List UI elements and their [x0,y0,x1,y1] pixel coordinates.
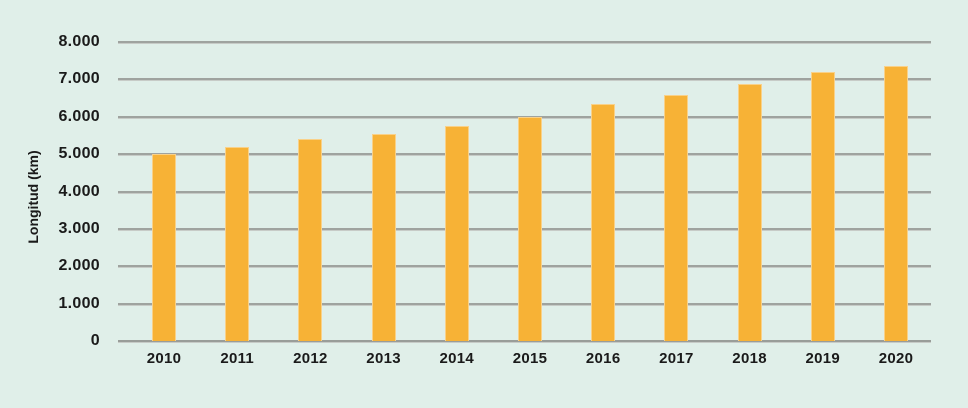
plot-area [118,41,931,342]
x-tick-label: 2019 [805,350,841,367]
bar-2012 [298,139,323,341]
y-tick-label: 5.000 [58,145,100,163]
bar-2014 [444,126,469,341]
bar-2020 [884,66,908,341]
bar-2018 [737,84,762,341]
bar-2013 [371,133,396,341]
y-tick-label: 0 [90,332,100,349]
x-tick-label: 2013 [366,350,401,367]
y-tick-label: 8.000 [58,33,100,50]
x-tick-label: 2012 [293,350,328,367]
y-tick-label: 3.000 [58,219,100,237]
bar-2015 [518,116,542,341]
x-axis-line [118,340,931,342]
bar-2010 [152,154,176,341]
x-tick-label: 2015 [512,350,548,367]
x-axis-tick-labels: 2010 2011 2012 2013 2014 2015 2016 2017 2018 2019… [118,350,931,374]
y-tick-label: 7.000 [58,70,100,88]
y-tick-label: 2.000 [58,257,100,275]
x-tick-label: 2017 [659,350,694,367]
x-tick-label: 2014 [439,350,475,367]
bar-2011 [225,146,250,341]
bar-2019 [810,71,835,341]
x-tick-label: 2011 [220,350,255,367]
x-tick-label: 2020 [878,350,914,367]
gridline [118,41,931,43]
x-tick-label: 2016 [585,350,621,367]
y-tick-label: 4.000 [58,182,100,200]
x-tick-label: 2018 [732,350,767,367]
x-tick-label: 2010 [146,350,182,367]
gridline [118,78,931,81]
y-tick-label: 1.000 [58,294,100,312]
bar-2017 [664,95,689,341]
y-tick-label: 6.000 [58,107,100,125]
y-axis-tick-labels: 0 1.000 2.000 3.000 4.000 5.000 6.000 7.000 8.00… [0,33,100,349]
bar-2016 [591,103,616,341]
